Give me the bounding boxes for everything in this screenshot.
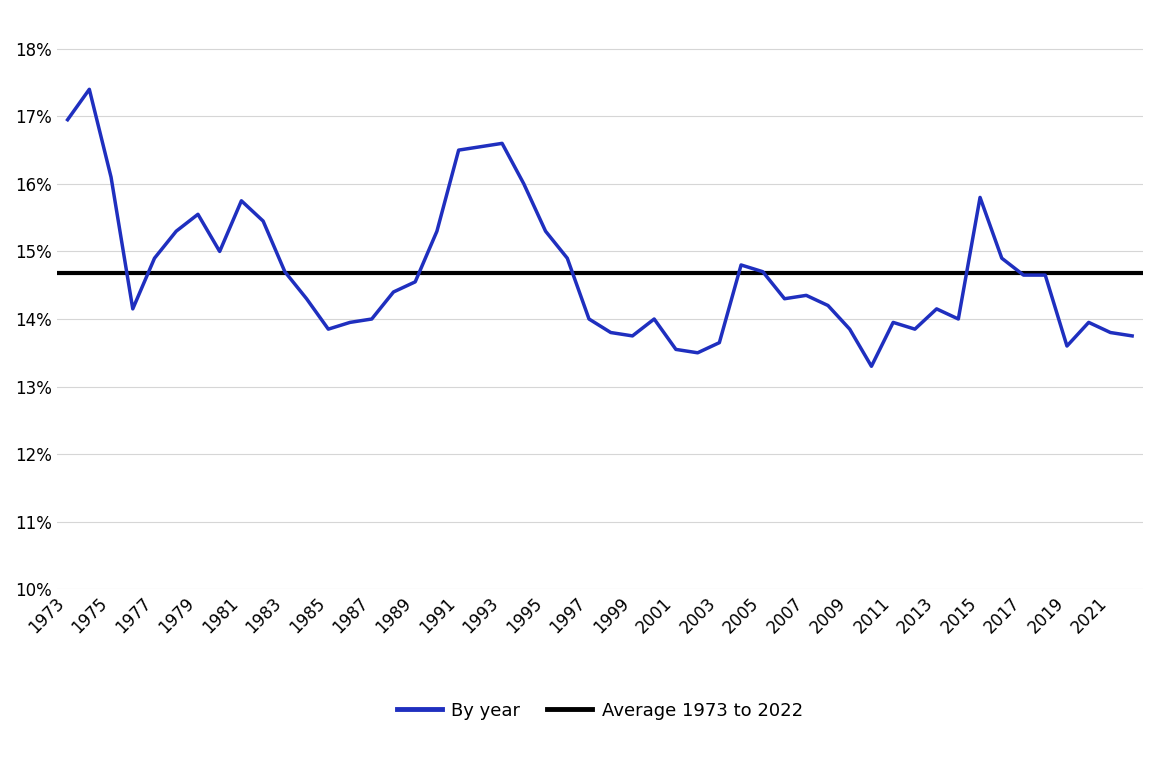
By year xyxy=(1060,342,1073,351)
By year xyxy=(147,254,161,263)
By year xyxy=(126,304,140,314)
By year xyxy=(1082,317,1095,327)
By year xyxy=(430,226,444,236)
By year xyxy=(734,261,748,270)
By year xyxy=(278,267,292,276)
By year xyxy=(669,345,683,354)
By year xyxy=(474,142,488,152)
Line: By year: By year xyxy=(67,89,1133,366)
By year xyxy=(104,173,118,182)
By year xyxy=(343,317,357,327)
By year xyxy=(777,294,791,303)
By year xyxy=(799,291,813,300)
By year xyxy=(756,267,770,276)
By year xyxy=(1104,328,1117,337)
By year xyxy=(516,179,530,188)
By year xyxy=(582,314,596,324)
By year xyxy=(538,226,552,236)
By year xyxy=(930,304,944,314)
By year xyxy=(843,324,857,334)
By year xyxy=(821,301,835,310)
By year xyxy=(625,331,639,341)
By year xyxy=(1126,331,1139,341)
By year xyxy=(234,196,248,205)
By year xyxy=(322,324,336,334)
By year xyxy=(995,254,1009,263)
By year xyxy=(496,138,510,148)
By year xyxy=(60,115,74,124)
By year xyxy=(886,317,900,327)
By year xyxy=(82,85,96,94)
Legend: By year, Average 1973 to 2022: By year, Average 1973 to 2022 xyxy=(397,702,802,720)
By year xyxy=(169,226,183,236)
By year xyxy=(712,338,726,347)
By year xyxy=(1039,271,1053,280)
By year xyxy=(973,193,987,202)
By year xyxy=(213,247,227,256)
By year xyxy=(256,216,270,226)
By year xyxy=(387,287,401,296)
By year xyxy=(908,324,922,334)
By year xyxy=(365,314,379,324)
By year xyxy=(300,294,314,303)
By year xyxy=(452,145,466,155)
By year xyxy=(647,314,661,324)
By year xyxy=(409,277,423,286)
By year xyxy=(952,314,966,324)
By year xyxy=(865,362,879,371)
By year xyxy=(560,254,574,263)
By year xyxy=(1017,271,1031,280)
By year xyxy=(191,209,205,219)
By year xyxy=(603,328,617,337)
By year xyxy=(690,348,704,357)
